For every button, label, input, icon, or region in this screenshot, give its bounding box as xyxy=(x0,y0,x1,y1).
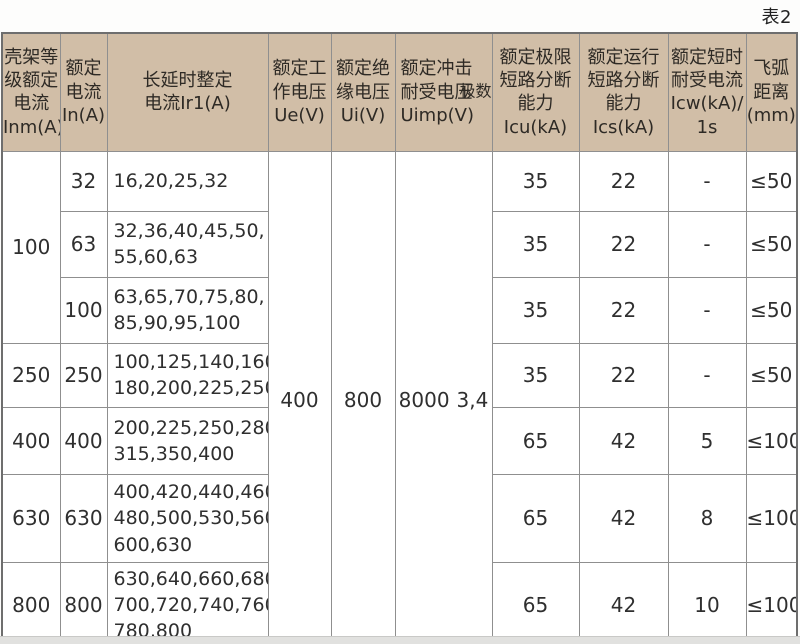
header-frame-current: 壳架等 级额定 电流 Inm(A) xyxy=(1,32,61,152)
cell-arc: ≤50 xyxy=(745,210,798,278)
impulse-poles-value-group: 8000 3,4 xyxy=(396,387,491,412)
cell-icu: 65 xyxy=(491,406,580,475)
cell-in: 32 xyxy=(59,150,108,212)
cell-icw: 8 xyxy=(667,473,747,563)
cell-inm: 400 xyxy=(1,406,61,475)
cell-uimp: 8000 xyxy=(398,387,450,412)
cell-ics: 22 xyxy=(578,276,669,344)
cell-arc: ≤50 xyxy=(745,150,798,212)
cell-ir1: 630,640,660,680, 700,720,740,760, 780,80… xyxy=(106,561,269,644)
header-impulse-voltage-poles: 额定冲击 耐受电压 Uimp(V) 极数 xyxy=(394,32,493,152)
cell-arc: ≤50 xyxy=(745,342,798,408)
table-row: 100 32 16,20,25,32 400 800 8000 3,4 35 2… xyxy=(1,150,798,644)
cell-icu: 35 xyxy=(491,342,580,408)
cell-in: 400 xyxy=(59,406,108,475)
cell-ics: 22 xyxy=(578,150,669,212)
cell-inm: 630 xyxy=(1,473,61,563)
table-row: 100 63,65,70,75,80, 85,90,95,100 35 22 -… xyxy=(2,276,798,344)
cell-ui: 800 xyxy=(330,150,396,644)
cell-arc: ≤100 xyxy=(745,406,798,475)
cell-ir1: 400,420,440,460, 480,500,530,560, 600,63… xyxy=(106,473,269,563)
header-working-voltage: 额定工 作电压 Ue(V) xyxy=(267,32,332,152)
cell-arc: ≤100 xyxy=(745,561,798,644)
cell-icw: - xyxy=(667,342,747,408)
cell-ir1: 200,225,250,280, 315,350,400 xyxy=(106,406,269,475)
cell-icu: 35 xyxy=(491,276,580,344)
cell-uimp-poles: 8000 3,4 xyxy=(394,150,493,644)
cell-poles: 3,4 xyxy=(456,387,489,412)
cell-ir1: 32,36,40,45,50, 55,60,63 xyxy=(106,210,269,278)
cell-icu: 35 xyxy=(491,210,580,278)
header-impulse-voltage: 额定冲击 耐受电压 Uimp(V) xyxy=(400,58,475,127)
header-arc-distance: 飞弧 距离 (mm) xyxy=(745,32,798,152)
cell-icw: - xyxy=(667,150,747,212)
impulse-poles-header-group: 额定冲击 耐受电压 Uimp(V) 极数 xyxy=(396,57,492,127)
cell-ir1: 16,20,25,32 xyxy=(106,150,269,212)
header-short-time-withstand: 额定短时 耐受电流 Icw(kA)/ 1s xyxy=(667,32,747,152)
cell-inm: 800 xyxy=(1,561,61,644)
cell-ics: 42 xyxy=(578,473,669,563)
header-poles: 极数 xyxy=(459,82,492,102)
table-row: 250 250 100,125,140,160, 180,200,225,250… xyxy=(1,342,798,408)
cell-icw: - xyxy=(667,276,747,344)
cell-in: 250 xyxy=(59,342,108,408)
cell-in: 63 xyxy=(59,210,108,278)
cell-arc: ≤50 xyxy=(745,276,798,344)
cell-ics: 42 xyxy=(578,406,669,475)
cell-in: 800 xyxy=(59,561,108,644)
header-long-delay-setting: 长延时整定 电流Ir1(A) xyxy=(106,32,269,152)
cell-in: 630 xyxy=(59,473,108,563)
header-rated-current: 额定 电流 In(A) xyxy=(59,32,108,152)
cell-ics: 22 xyxy=(578,210,669,278)
header-row: 壳架等 级额定 电流 Inm(A) 额定 电流 In(A) 长延时整定 电流Ir… xyxy=(1,32,798,152)
table-row: 800 800 630,640,660,680, 700,720,740,760… xyxy=(1,561,798,644)
header-service-breaking-capacity: 额定运行 短路分断 能力 Ics(kA) xyxy=(578,32,669,152)
page-bottom-strip xyxy=(0,636,800,644)
header-ultimate-breaking-capacity: 额定极限 短路分断 能力 Icu(kA) xyxy=(491,32,580,152)
cell-icu: 35 xyxy=(491,150,580,212)
table-caption: 表2 xyxy=(761,7,792,28)
cell-in: 100 xyxy=(59,276,108,344)
table-row: 400 400 200,225,250,280, 315,350,400 65 … xyxy=(1,406,798,475)
cell-icu: 65 xyxy=(491,473,580,563)
cell-icw: 5 xyxy=(667,406,747,475)
cell-ir1: 100,125,140,160, 180,200,225,250 xyxy=(106,342,269,408)
cell-inm: 250 xyxy=(1,342,61,408)
cell-arc: ≤100 xyxy=(745,473,798,563)
cell-icw: 10 xyxy=(667,561,747,644)
breaker-spec-table: 壳架等 级额定 电流 Inm(A) 额定 电流 In(A) 长延时整定 电流Ir… xyxy=(1,32,798,644)
cell-ue: 400 xyxy=(267,150,332,644)
cell-ics: 42 xyxy=(578,561,669,644)
header-insulation-voltage: 额定绝 缘电压 Ui(V) xyxy=(330,32,396,152)
table-row: 63 32,36,40,45,50, 55,60,63 35 22 - ≤50 xyxy=(2,210,798,278)
cell-inm: 100 xyxy=(1,150,61,344)
cell-icu: 65 xyxy=(491,561,580,644)
cell-ir1: 63,65,70,75,80, 85,90,95,100 xyxy=(106,276,269,344)
cell-ics: 22 xyxy=(578,342,669,408)
cell-icw: - xyxy=(667,210,747,278)
